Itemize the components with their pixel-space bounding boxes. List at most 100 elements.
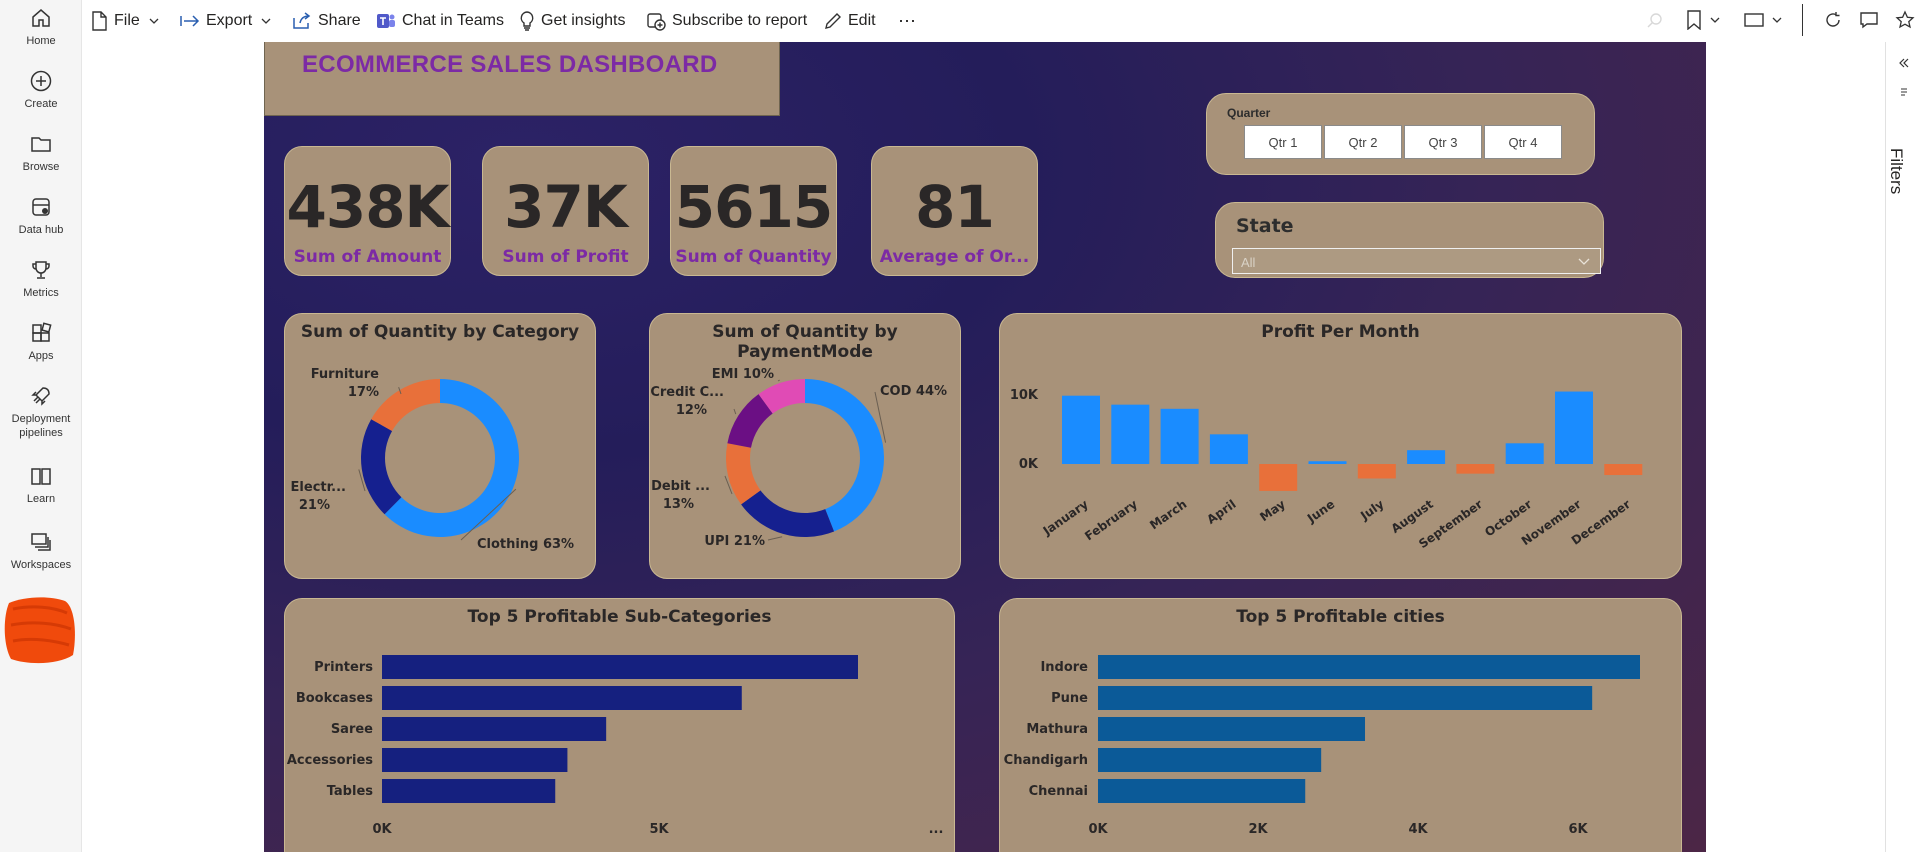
file-menu[interactable]: File (90, 9, 165, 33)
leader-line (460, 488, 517, 541)
comment-icon[interactable] (1859, 11, 1879, 29)
nav-home[interactable]: Home (0, 6, 82, 48)
nav-label: Home (26, 35, 56, 47)
quarter-option-3[interactable]: Qtr 3 (1404, 125, 1482, 159)
kpi-label: Sum of Amount (293, 247, 442, 267)
leader-line (358, 469, 366, 492)
payment-donut-card[interactable]: Sum of Quantity by PaymentMode COD 44% UP… (649, 313, 961, 579)
leader-line (733, 408, 737, 415)
nav-label: Create (24, 98, 58, 110)
quarter-slicer-label: Quarter (1227, 106, 1271, 120)
quarter-option-4[interactable]: Qtr 4 (1484, 125, 1562, 159)
search-icon[interactable] (1646, 12, 1664, 30)
edit-button[interactable]: Edit (824, 9, 876, 33)
filters-label: Filters (1887, 148, 1906, 195)
view-icon[interactable] (1744, 12, 1764, 28)
nav-learn[interactable]: Learn (0, 464, 82, 506)
chart-title: Sum of Quantity by PaymentMode (712, 322, 898, 362)
apps-icon (32, 322, 52, 342)
state-slicer-label: State (1236, 215, 1294, 237)
chevron-down-icon[interactable] (1772, 17, 1782, 23)
quarter-option-1[interactable]: Qtr 1 (1244, 125, 1322, 159)
x-tick-label: July (1357, 497, 1386, 523)
nav-data-hub[interactable]: Data hub (0, 195, 82, 237)
filter-icon (1901, 88, 1907, 96)
bookmark-icon[interactable] (1686, 10, 1702, 30)
slice-category-label: Credit C... (650, 385, 724, 400)
chevron-down-icon[interactable] (1710, 17, 1720, 23)
month-bar (1111, 404, 1150, 464)
top-subcategories-card[interactable]: Top 5 Profitable Sub-Categories Printers… (284, 598, 955, 852)
month-bar (1308, 461, 1347, 464)
chat-in-teams-button[interactable]: Chat in Teams (376, 9, 504, 33)
nav-browse[interactable]: Browse (0, 132, 82, 174)
nav-deployment-pipelines[interactable]: Deployment pipelines (0, 384, 82, 440)
donut-slice (727, 394, 773, 448)
export-icon (180, 15, 200, 27)
export-menu[interactable]: Export (180, 9, 277, 33)
donut-slice (726, 443, 761, 505)
left-nav: Home Create Browse Data hub Metrics Apps… (0, 0, 82, 852)
slice-category-label: Furniture (311, 367, 379, 382)
insights-label: Get insights (541, 12, 626, 29)
x-tick-label: 5K (649, 822, 669, 837)
kpi-card-amount[interactable]: 438K Sum of Amount (284, 146, 451, 276)
filters-pane[interactable]: Filters (1885, 42, 1917, 852)
quarter-slicer: Quarter Qtr 1 Qtr 2 Qtr 3 Qtr 4 (1206, 93, 1595, 175)
nav-label: Workspaces (10, 559, 72, 571)
category-label: Accessories (287, 753, 373, 768)
report-title: ECOMMERCE SALES DASHBOARD (302, 51, 718, 78)
quarter-option-2[interactable]: Qtr 2 (1324, 125, 1402, 159)
state-dropdown[interactable]: All (1232, 248, 1601, 274)
x-tick-label: ... (929, 822, 944, 837)
donut-slice (384, 379, 519, 537)
month-bar (1456, 464, 1495, 474)
kpi-card-quantity[interactable]: 5615 Sum of Quantity (670, 146, 837, 276)
category-label: Bookcases (296, 691, 373, 706)
nav-label: Apps (28, 350, 54, 362)
share-label: Share (318, 12, 361, 29)
avatar-redacted[interactable] (3, 595, 77, 665)
x-tick-label: March (1147, 497, 1189, 532)
chart-title: Top 5 Profitable cities (1236, 607, 1445, 627)
chart-title: Sum of Quantity by Category (300, 322, 580, 342)
top-cities-chart: Indore Pune Mathura Chandigarh Chennai 0K 2K 4K… (1004, 655, 1640, 837)
hbar (1098, 686, 1593, 710)
donut-slice (805, 379, 884, 532)
subscribe-button[interactable]: Subscribe to report (646, 9, 807, 33)
more-options-button[interactable]: ⋯ (898, 9, 916, 33)
refresh-icon[interactable] (1824, 11, 1842, 29)
nav-label: Data hub (18, 224, 64, 236)
nav-metrics[interactable]: Metrics (0, 258, 82, 300)
slice-label: UPI 21% (704, 534, 765, 549)
nav-workspaces[interactable]: Workspaces (0, 530, 82, 572)
category-donut-card[interactable]: Sum of Quantity by Category Clothing 63%… (284, 313, 596, 579)
hbar (1098, 748, 1322, 772)
x-tick-label: 2K (1248, 822, 1268, 837)
x-tick-label: 4K (1408, 822, 1428, 837)
donut-slice (741, 490, 835, 537)
state-slicer: State All (1215, 202, 1604, 278)
export-label: Export (206, 12, 253, 29)
star-icon[interactable] (1895, 10, 1915, 30)
nav-apps[interactable]: Apps (0, 321, 82, 363)
kpi-value: 5615 (674, 173, 833, 241)
nav-label: Browse (22, 161, 60, 173)
kpi-card-profit[interactable]: 37K Sum of Profit (482, 146, 649, 276)
profit-per-month-card[interactable]: Profit Per Month 10K 0K January February Mar… (999, 313, 1682, 579)
category-label: Saree (331, 722, 373, 737)
hbar (382, 686, 742, 710)
toolbar-divider (1802, 4, 1803, 36)
hbar (382, 655, 858, 679)
get-insights-button[interactable]: Get insights (519, 9, 625, 33)
x-tick-label: April (1204, 497, 1238, 527)
book-icon (31, 468, 51, 485)
nav-create[interactable]: Create (0, 69, 82, 111)
chevron-down-icon (1578, 258, 1590, 265)
collapse-left-icon[interactable] (1899, 58, 1909, 68)
share-button[interactable]: Share (292, 9, 361, 33)
top-cities-card[interactable]: Top 5 Profitable cities Indore Pune Mathur… (999, 598, 1682, 852)
month-bar (1407, 450, 1446, 464)
kpi-card-average-order[interactable]: 81 Average of Or... (871, 146, 1038, 276)
